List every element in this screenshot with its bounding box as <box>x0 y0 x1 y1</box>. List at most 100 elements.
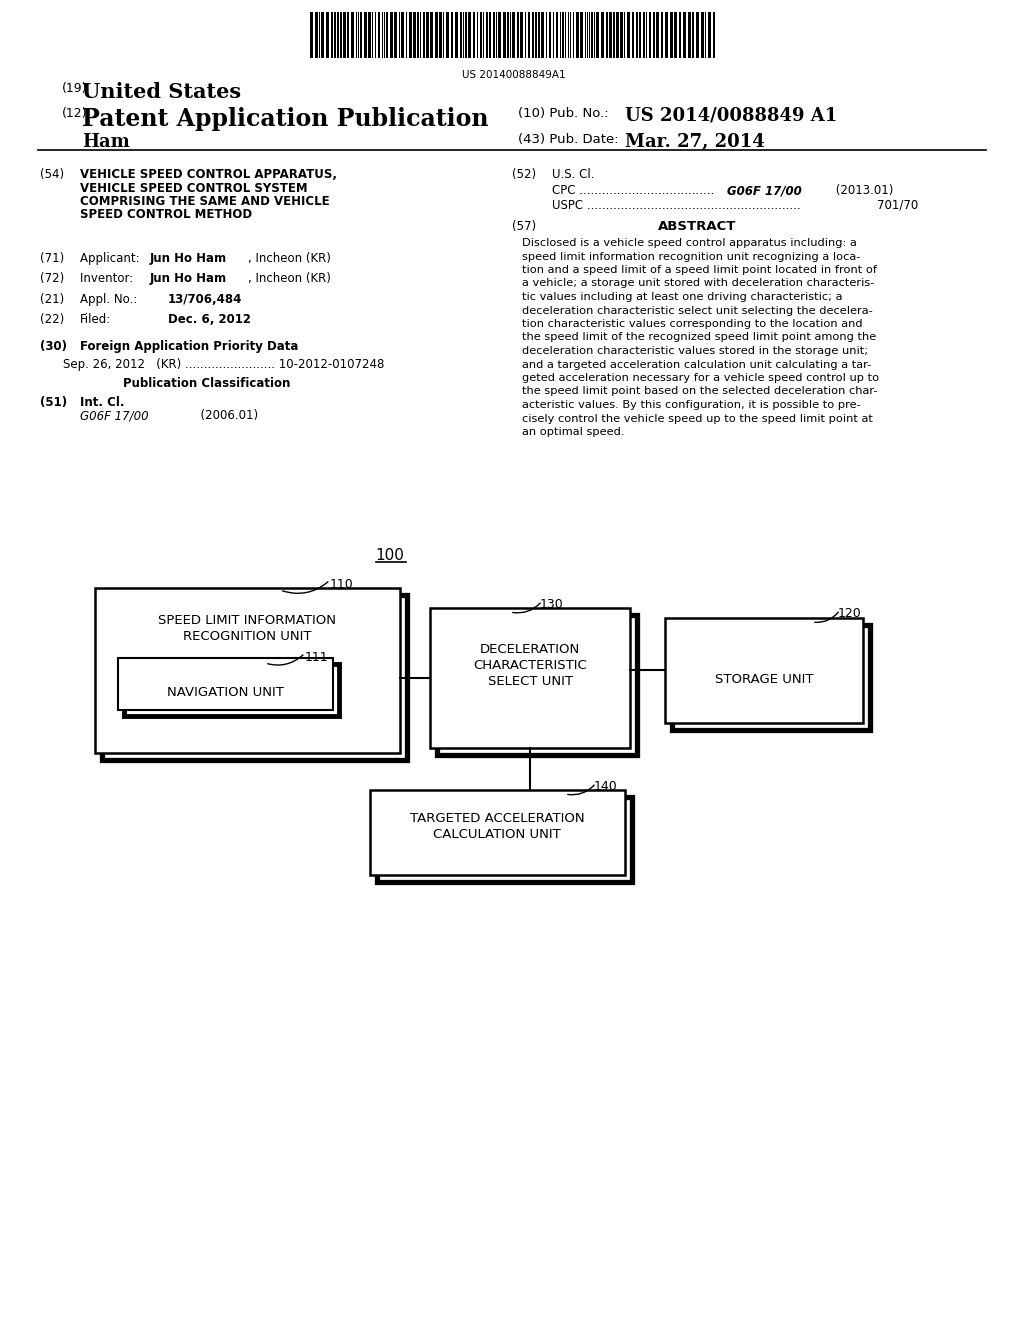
Bar <box>439 12 442 58</box>
Text: (51): (51) <box>40 396 68 409</box>
Bar <box>95 587 400 752</box>
Bar <box>665 12 668 58</box>
Bar <box>360 12 362 58</box>
Text: Publication Classification: Publication Classification <box>123 378 291 389</box>
Bar <box>549 12 551 58</box>
Text: acteristic values. By this configuration, it is possible to pre-: acteristic values. By this configuration… <box>522 400 861 411</box>
Text: (21): (21) <box>40 293 65 306</box>
Text: Jun Ho Ham: Jun Ho Ham <box>150 252 227 265</box>
Text: a vehicle; a storage unit stored with deceleration characteris-: a vehicle; a storage unit stored with de… <box>522 279 874 289</box>
Bar <box>343 12 346 58</box>
Text: ABSTRACT: ABSTRACT <box>657 220 736 234</box>
Text: (72): (72) <box>40 272 65 285</box>
Bar <box>507 12 509 58</box>
Text: tion and a speed limit of a speed limit point located in front of: tion and a speed limit of a speed limit … <box>522 265 877 275</box>
Bar <box>364 12 367 58</box>
Bar <box>701 12 705 58</box>
Bar <box>512 12 515 58</box>
Text: 111: 111 <box>305 651 329 664</box>
Text: COMPRISING THE SAME AND VEHICLE: COMPRISING THE SAME AND VEHICLE <box>80 195 330 209</box>
Text: 100: 100 <box>376 548 404 564</box>
Bar <box>520 12 523 58</box>
Bar <box>460 12 462 58</box>
Bar <box>528 12 530 58</box>
Text: CALCULATION UNIT: CALCULATION UNIT <box>433 828 561 841</box>
Text: U.S. Cl.: U.S. Cl. <box>552 168 595 181</box>
Bar <box>340 12 342 58</box>
Bar <box>541 12 544 58</box>
Text: Ham: Ham <box>82 133 130 150</box>
Text: Filed:: Filed: <box>80 313 112 326</box>
Bar <box>696 12 699 58</box>
Text: 140: 140 <box>594 780 617 793</box>
Text: Sep. 26, 2012   (KR) ........................ 10-2012-0107248: Sep. 26, 2012 (KR) .....................… <box>63 358 384 371</box>
Bar <box>632 12 634 58</box>
Text: Mar. 27, 2014: Mar. 27, 2014 <box>625 133 765 150</box>
Text: , Incheon (KR): , Incheon (KR) <box>248 252 331 265</box>
Bar <box>493 12 495 58</box>
Bar <box>692 12 694 58</box>
Text: an optimal speed.: an optimal speed. <box>522 426 625 437</box>
Bar <box>417 12 419 58</box>
Bar <box>368 12 371 58</box>
Bar <box>118 657 333 710</box>
Bar <box>370 789 625 875</box>
Bar <box>347 12 349 58</box>
Text: 120: 120 <box>838 607 862 620</box>
Bar <box>468 12 471 58</box>
Text: SPEED CONTROL METHOD: SPEED CONTROL METHOD <box>80 209 252 222</box>
Bar <box>430 609 630 748</box>
Text: Appl. No.:: Appl. No.: <box>80 293 141 306</box>
Bar <box>713 12 715 58</box>
Bar <box>401 12 404 58</box>
Bar <box>435 12 438 58</box>
Bar <box>102 595 407 760</box>
Bar <box>451 12 453 58</box>
Bar <box>639 12 641 58</box>
Bar <box>656 12 659 58</box>
Text: deceleration characteristic values stored in the storage unit;: deceleration characteristic values store… <box>522 346 868 356</box>
Text: (71): (71) <box>40 252 65 265</box>
Bar <box>315 12 318 58</box>
Text: (43) Pub. Date:: (43) Pub. Date: <box>518 133 618 147</box>
Bar <box>596 12 599 58</box>
Bar <box>556 12 558 58</box>
Bar <box>413 12 416 58</box>
Bar <box>423 12 425 58</box>
Bar <box>124 664 339 715</box>
Text: Inventor:: Inventor: <box>80 272 140 285</box>
Bar <box>386 12 388 58</box>
Bar <box>606 12 608 58</box>
Bar <box>562 12 564 58</box>
Bar <box>394 12 397 58</box>
Text: TARGETED ACCELERATION: TARGETED ACCELERATION <box>410 812 585 825</box>
Text: speed limit information recognition unit recognizing a loca-: speed limit information recognition unit… <box>522 252 860 261</box>
Bar <box>378 12 380 58</box>
Text: DECELERATION: DECELERATION <box>480 643 581 656</box>
Bar <box>455 12 458 58</box>
Text: Jun Ho Ham: Jun Ho Ham <box>150 272 227 285</box>
Bar <box>503 12 506 58</box>
Bar <box>708 12 711 58</box>
Text: (2006.01): (2006.01) <box>163 409 258 422</box>
Text: CPC ....................................: CPC .................................... <box>552 183 715 197</box>
Text: United States: United States <box>82 82 241 102</box>
Bar <box>517 12 519 58</box>
Text: SELECT UNIT: SELECT UNIT <box>487 675 572 688</box>
Bar <box>326 12 329 58</box>
Bar <box>486 12 488 58</box>
Bar <box>538 12 540 58</box>
Text: tion characteristic values corresponding to the location and: tion characteristic values corresponding… <box>522 319 862 329</box>
Bar <box>662 12 663 58</box>
Text: G06F 17/00: G06F 17/00 <box>80 409 148 422</box>
Text: USPC .........................................................: USPC ...................................… <box>552 199 801 213</box>
Bar <box>465 12 467 58</box>
Bar <box>679 12 681 58</box>
Text: G06F 17/00: G06F 17/00 <box>727 183 802 197</box>
Text: Foreign Application Priority Data: Foreign Application Priority Data <box>80 341 298 352</box>
Text: and a targeted acceleration calculation unit calculating a tar-: and a targeted acceleration calculation … <box>522 359 871 370</box>
Bar <box>616 12 618 58</box>
Text: 701/70: 701/70 <box>877 199 919 213</box>
Bar <box>674 12 677 58</box>
Text: the speed limit point based on the selected deceleration char-: the speed limit point based on the selec… <box>522 387 878 396</box>
